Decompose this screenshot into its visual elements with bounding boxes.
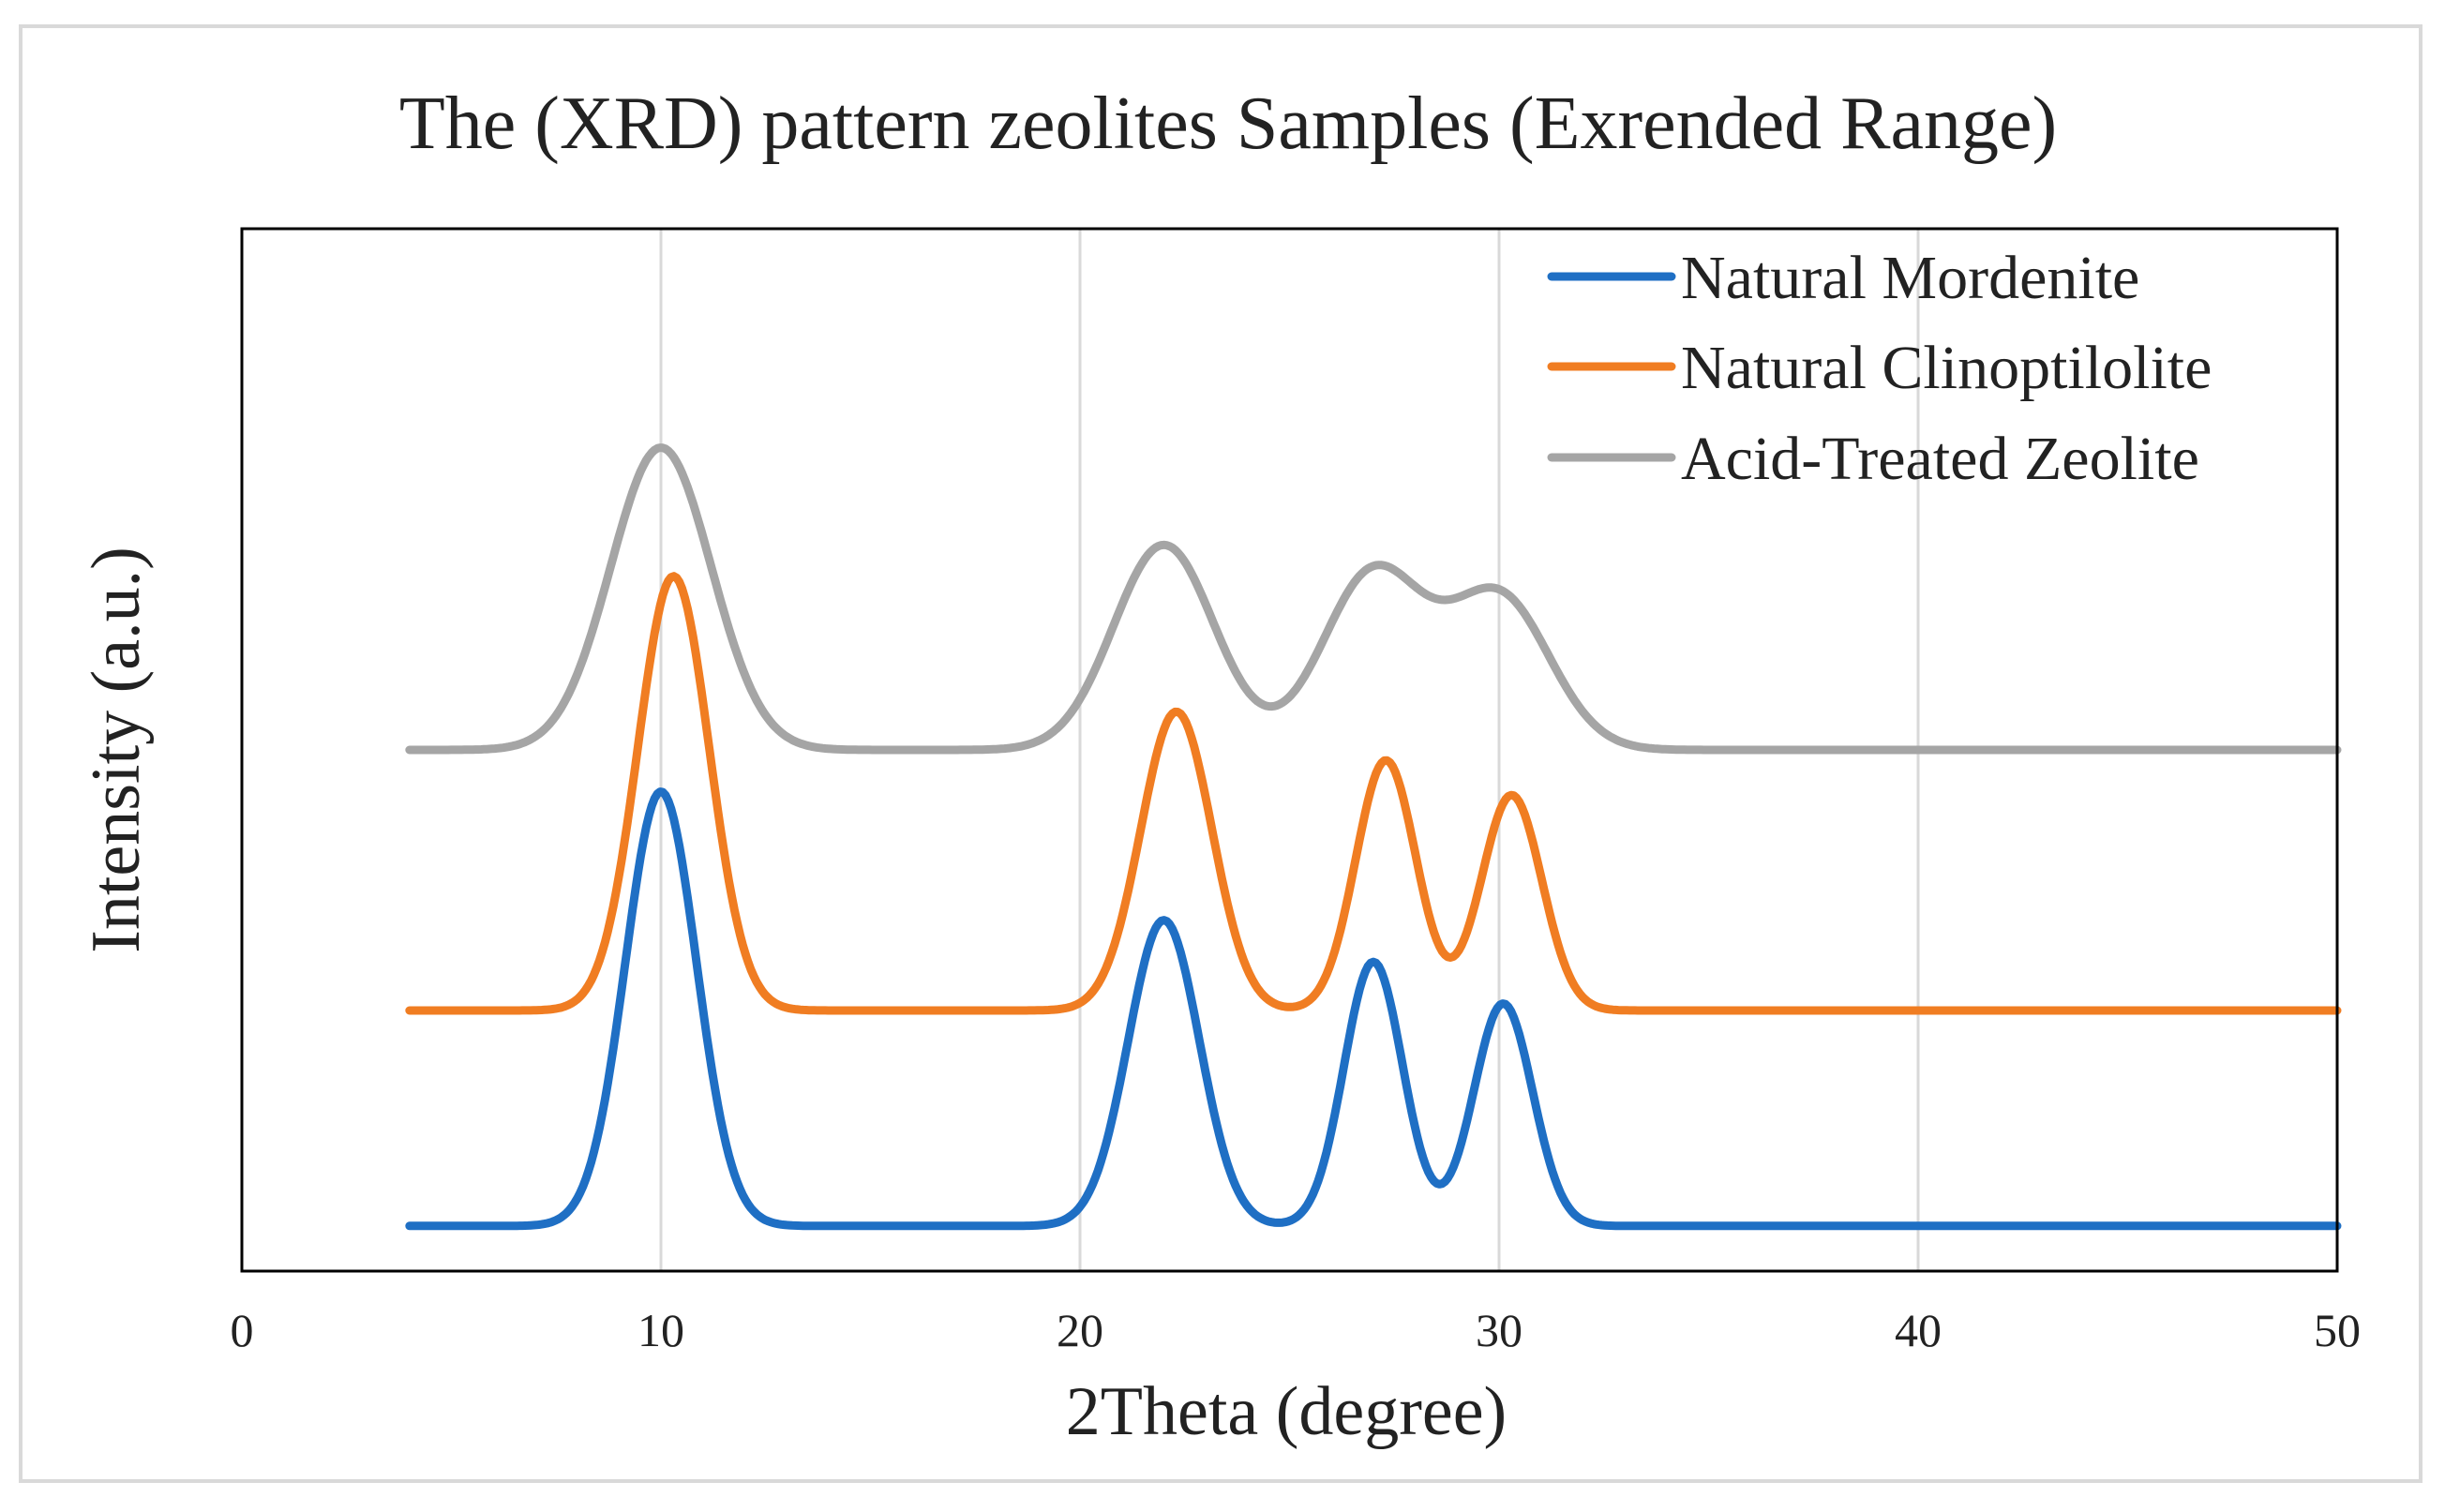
chart-outer-border [19, 24, 2422, 1483]
legend-item-natural-mordenite[interactable]: Natural Mordenite [1547, 244, 2139, 312]
legend-label-natural-mordenite: Natural Mordenite [1681, 244, 2139, 312]
x-tick-label-0: 0 [231, 1304, 254, 1356]
legend-label-acid-treated-zeolite: Acid-Treated Zeolite [1681, 425, 2199, 493]
series-line-natural-clinoptilolite [405, 572, 2342, 1015]
chart-title: The (XRD) pattern zeolites Samples (Exre… [399, 82, 2057, 165]
x-tick-label-50: 50 [2314, 1304, 2361, 1356]
x-axis-ticks: 0 10 20 30 40 50 [231, 1304, 2362, 1356]
legend-label-natural-clinoptilolite: Natural Clinoptilolite [1681, 334, 2212, 402]
legend-item-acid-treated-zeolite[interactable]: Acid-Treated Zeolite [1547, 425, 2199, 493]
series-line-acid-treated-zeolite [405, 443, 2342, 755]
y-axis-title: Intensity (a.u.) [78, 546, 155, 953]
x-tick-label-30: 30 [1476, 1304, 1522, 1356]
x-tick-label-10: 10 [638, 1304, 684, 1356]
plot-area-frame [240, 227, 2339, 1273]
x-tick-label-40: 40 [1895, 1304, 1942, 1356]
series-line-natural-mordenite [405, 787, 2342, 1231]
x-tick-label-20: 20 [1057, 1304, 1103, 1356]
series-lines [405, 443, 2342, 1231]
legend: Natural Mordenite Natural Clinoptilolite… [1547, 244, 2212, 493]
legend-item-natural-clinoptilolite[interactable]: Natural Clinoptilolite [1547, 334, 2212, 402]
x-axis-title: 2Theta (degree) [1066, 1373, 1507, 1450]
